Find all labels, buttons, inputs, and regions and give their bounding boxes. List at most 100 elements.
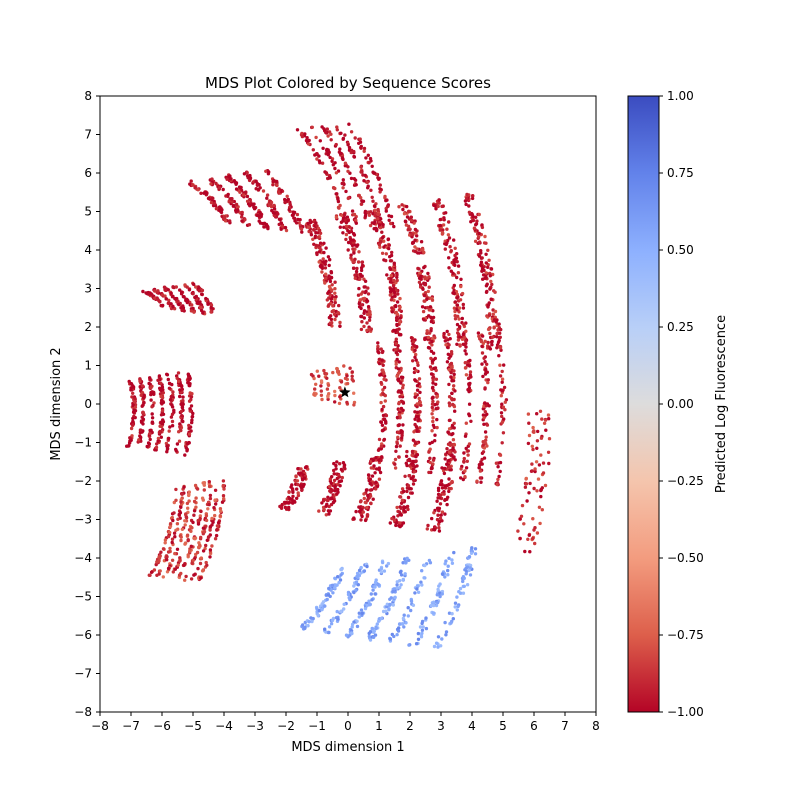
scatter-point <box>323 627 327 631</box>
scatter-point <box>480 344 484 348</box>
scatter-point <box>437 506 442 511</box>
scatter-point <box>453 246 457 250</box>
scatter-point <box>405 489 409 494</box>
scatter-point <box>377 437 382 442</box>
scatter-point <box>370 195 374 199</box>
scatter-point <box>308 218 312 223</box>
scatter-point <box>180 308 184 313</box>
scatter-point <box>161 575 165 579</box>
scatter-point <box>464 373 469 377</box>
scatter-point <box>345 374 349 378</box>
scatter-point <box>338 484 342 488</box>
scatter-point <box>374 467 379 471</box>
scatter-point <box>261 189 266 193</box>
scatter-point <box>429 372 434 376</box>
scatter-point <box>303 625 307 630</box>
scatter-point <box>193 483 198 488</box>
scatter-point <box>150 412 154 416</box>
scatter-point <box>547 417 551 421</box>
scatter-point <box>381 404 386 409</box>
scatter-point <box>496 477 500 482</box>
scatter-point <box>354 183 358 187</box>
scatter-point <box>452 550 456 555</box>
scatter-point <box>204 543 208 548</box>
scatter-point <box>455 275 459 280</box>
scatter-point <box>138 434 142 438</box>
scatter-point <box>401 383 405 387</box>
scatter-point <box>473 239 478 243</box>
scatter-point <box>212 506 216 510</box>
scatter-point <box>386 561 391 566</box>
scatter-point <box>410 232 414 237</box>
scatter-point <box>530 462 534 466</box>
scatter-point <box>168 546 172 551</box>
scatter-point <box>436 513 440 517</box>
scatter-point <box>395 441 399 446</box>
scatter-point <box>354 269 359 274</box>
scatter-point <box>393 462 397 466</box>
scatter-point <box>453 317 458 321</box>
scatter-point <box>167 298 171 302</box>
scatter-point <box>423 277 427 281</box>
scatter-point <box>458 325 462 329</box>
scatter-point <box>199 509 203 514</box>
scatter-point <box>392 634 396 639</box>
scatter-point <box>503 400 507 404</box>
scatter-point <box>368 488 373 492</box>
scatter-point <box>498 374 503 378</box>
scatter-point <box>411 340 416 344</box>
scatter-point <box>482 241 487 245</box>
scatter-point <box>338 386 342 390</box>
scatter-point <box>188 549 192 553</box>
scatter-point <box>468 573 473 577</box>
scatter-point <box>358 500 363 504</box>
scatter-point <box>173 535 177 539</box>
scatter-point <box>196 188 200 192</box>
y-tick-label: −8 <box>74 705 92 719</box>
scatter-point <box>384 258 388 263</box>
scatter-point <box>381 235 385 240</box>
x-axis-ticks: −8 −7 −6 −5 −4 −3 −2 −1 0 1 2 3 4 5 6 7 8 <box>91 712 600 733</box>
scatter-point <box>175 522 180 526</box>
colorbar-tick-label: 0.25 <box>667 320 694 334</box>
scatter-point <box>413 392 418 396</box>
scatter-point <box>178 559 182 563</box>
scatter-point <box>138 379 142 384</box>
scatter-point <box>171 294 175 298</box>
scatter-point <box>158 429 162 434</box>
scatter-point <box>156 436 161 441</box>
scatter-point <box>155 560 159 564</box>
scatter-point <box>370 598 374 602</box>
scatter-point <box>413 422 417 427</box>
scatter-point <box>354 221 358 225</box>
scatter-point <box>179 538 183 543</box>
scatter-point <box>413 450 418 454</box>
scatter-point <box>347 122 351 126</box>
scatter-point <box>466 453 470 457</box>
scatter-point <box>436 406 440 410</box>
scatter-point <box>427 308 431 312</box>
scatter-point <box>528 481 532 486</box>
scatter-point <box>336 575 340 579</box>
scatter-point <box>374 456 378 460</box>
scatter-point <box>410 453 414 457</box>
scatter-point <box>211 520 215 524</box>
scatter-point <box>413 249 418 254</box>
scatter-point <box>483 410 487 414</box>
scatter-point <box>130 395 134 399</box>
x-tick-label: 4 <box>468 719 476 733</box>
scatter-point <box>369 592 373 596</box>
scatter-point <box>365 488 369 492</box>
scatter-point <box>498 346 503 350</box>
scatter-point <box>362 179 366 183</box>
scatter-point <box>360 263 365 268</box>
scatter-point <box>381 368 385 372</box>
scatter-point <box>204 192 209 196</box>
scatter-point <box>206 302 210 306</box>
scatter-point <box>470 546 474 550</box>
scatter-point <box>205 538 209 542</box>
scatter-point <box>483 430 488 434</box>
y-tick-label: 6 <box>84 166 92 180</box>
colorbar-tick-label: −0.25 <box>667 474 704 488</box>
scatter-point <box>142 396 146 400</box>
